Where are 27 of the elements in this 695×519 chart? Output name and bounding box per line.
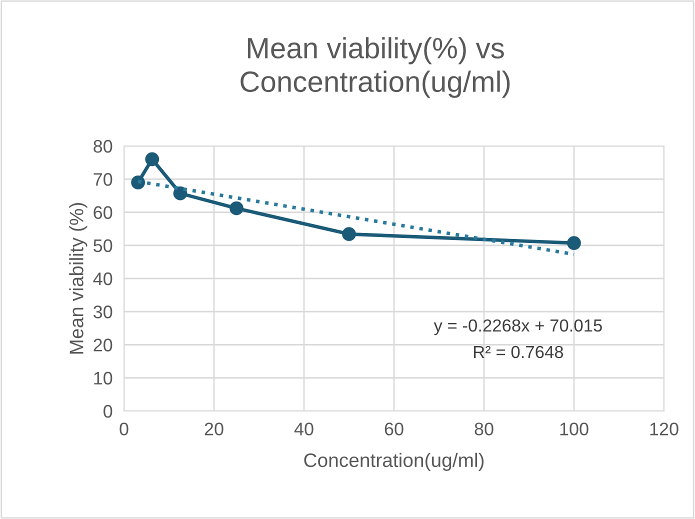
y-tick-label: 10 bbox=[94, 372, 112, 385]
point bbox=[230, 201, 244, 216]
point bbox=[145, 152, 160, 166]
y-tick-label: 20 bbox=[94, 338, 112, 352]
y-tick-label: 30 bbox=[93, 306, 112, 318]
y-axis-title: Mean viability (%) bbox=[69, 202, 88, 354]
point bbox=[567, 236, 581, 250]
y-tick-label: 60 bbox=[94, 206, 112, 219]
x-axis-title: Concentration(ug/ml) bbox=[304, 452, 484, 471]
x-tick-label: 120 bbox=[650, 422, 678, 436]
x-tick-label: 40 bbox=[294, 422, 314, 436]
x-tick-label: 80 bbox=[474, 422, 494, 436]
y-tick-label: 80 bbox=[94, 140, 112, 153]
chart-title: Mean viability(%) vs Concentration(ug/ml) bbox=[240, 37, 510, 98]
y-tick-label: 70 bbox=[94, 173, 112, 186]
y-tick-label: 50 bbox=[94, 239, 112, 252]
annotation: y = -0.2268x + 70.015 bbox=[434, 319, 602, 336]
x-tick-label: 0 bbox=[120, 422, 128, 436]
point bbox=[342, 227, 356, 242]
x-tick-label: 20 bbox=[204, 422, 224, 436]
y-tick-label: 0 bbox=[104, 404, 112, 418]
annotation: R² = 0.7648 bbox=[474, 346, 564, 358]
y-tick-label: 40 bbox=[93, 272, 112, 286]
point bbox=[173, 186, 188, 200]
x-tick-label: 60 bbox=[384, 422, 404, 436]
point bbox=[131, 175, 146, 190]
x-tick-label: 100 bbox=[560, 422, 588, 436]
